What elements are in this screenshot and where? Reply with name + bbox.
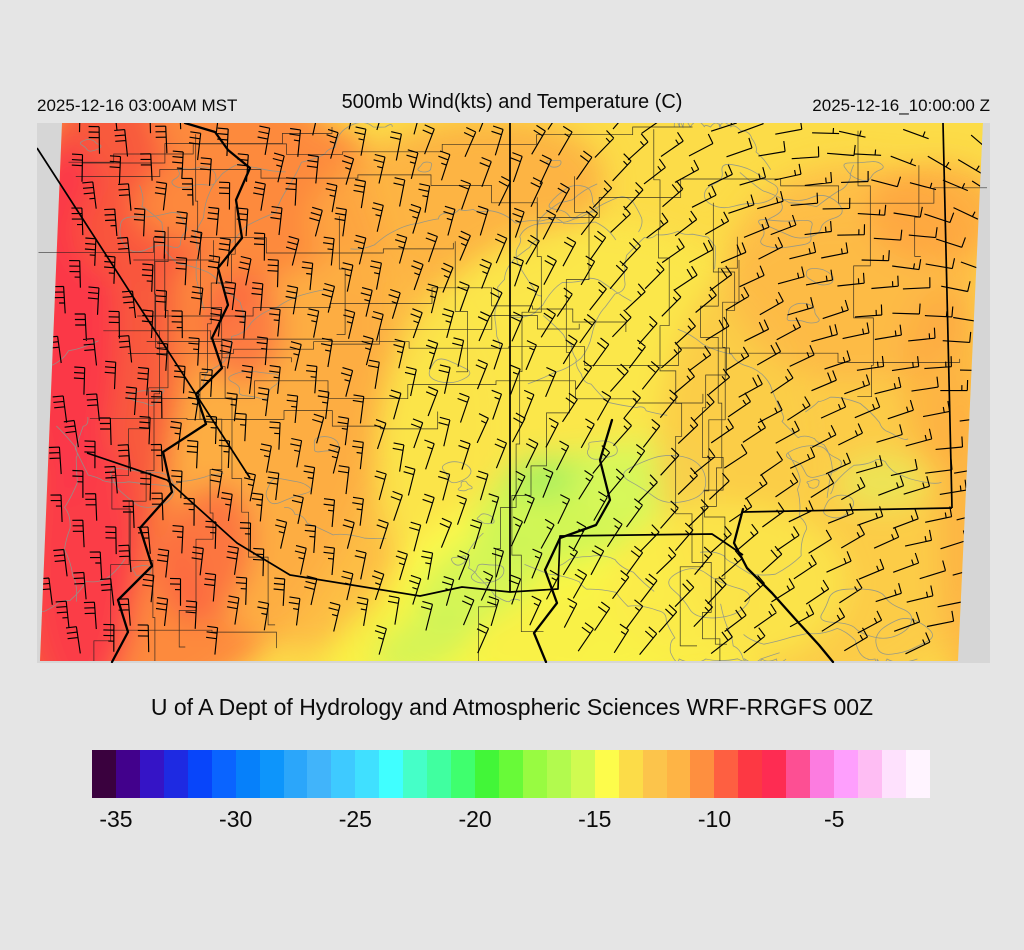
colorbar-segment <box>451 750 475 798</box>
colorbar-segment <box>331 750 356 798</box>
colorbar-segment <box>618 750 643 798</box>
colorbar-segment <box>163 750 188 798</box>
colorbar-segment <box>738 750 763 798</box>
colorbar-segment <box>858 750 882 798</box>
colorbar-tick-label: -25 <box>338 806 372 832</box>
colorbar-segment <box>810 750 835 798</box>
colorbar-segment <box>92 750 116 798</box>
colorbar-segment <box>762 750 787 798</box>
local-timestamp-label: 2025-12-16 03:00AM MST <box>37 96 238 115</box>
colorbar-segment <box>115 750 140 798</box>
colorbar-segment <box>666 750 691 798</box>
colorbar-segment <box>235 750 260 798</box>
colorbar-segment <box>259 750 284 798</box>
colorbar-segment <box>570 750 595 798</box>
colorbar-tick-label: -10 <box>697 806 732 832</box>
colorbar-segment <box>714 750 739 798</box>
colorbar-segment <box>786 750 811 798</box>
colorbar-segment <box>475 750 499 798</box>
colorbar-tick-label: -20 <box>458 806 492 832</box>
colorbar-segment <box>498 750 523 798</box>
colorbar-segment <box>139 750 164 798</box>
temperature-colorbar <box>92 750 930 798</box>
colorbar-segment <box>283 750 308 798</box>
colorbar-segment <box>594 750 619 798</box>
colorbar-segment <box>905 750 930 798</box>
colorbar-segment <box>642 750 667 798</box>
colorbar-segment <box>881 750 906 798</box>
page-title: 500mb Wind(kts) and Temperature (C) <box>341 91 683 113</box>
colorbar-segment <box>834 750 858 798</box>
utc-timestamp-label: 2025-12-16_10:00:00 Z <box>812 96 990 115</box>
credit-line: U of A Dept of Hydrology and Atmospheric… <box>150 694 874 720</box>
colorbar-tick-label: -5 <box>823 806 845 832</box>
colorbar-segment <box>379 750 404 798</box>
colorbar-tick-label: -35 <box>99 806 133 832</box>
colorbar-tick-label: -15 <box>578 806 612 832</box>
colorbar-segment <box>187 750 212 798</box>
colorbar-segment <box>403 750 428 798</box>
colorbar-segment <box>307 750 332 798</box>
colorbar-segment <box>211 750 236 798</box>
colorbar-segment <box>427 750 452 798</box>
map-plot-area <box>37 123 990 663</box>
colorbar-tick-labels: -35 -30 -25 -20 -15 -10 -5 <box>0 806 1024 836</box>
colorbar-segment <box>546 750 571 798</box>
colorbar-tick-label: -30 <box>219 806 253 832</box>
colorbar-segment <box>355 750 380 798</box>
weather-map-canvas <box>37 123 990 663</box>
colorbar-segment <box>522 750 547 798</box>
colorbar-segment <box>690 750 715 798</box>
